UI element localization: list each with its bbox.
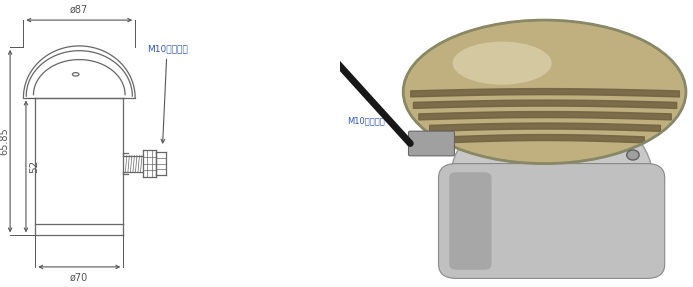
- Ellipse shape: [403, 20, 686, 164]
- Ellipse shape: [453, 42, 552, 85]
- Text: ø70: ø70: [70, 273, 89, 283]
- FancyBboxPatch shape: [449, 172, 491, 270]
- Text: 52: 52: [30, 160, 40, 173]
- Text: M10出线接头: M10出线接头: [346, 116, 385, 125]
- Ellipse shape: [450, 103, 653, 253]
- Text: ø87: ø87: [70, 5, 89, 15]
- FancyBboxPatch shape: [439, 164, 665, 278]
- Text: M10出线接头: M10出线接头: [147, 45, 187, 143]
- Ellipse shape: [626, 150, 639, 160]
- Text: 65.85: 65.85: [0, 127, 9, 155]
- FancyBboxPatch shape: [408, 131, 455, 156]
